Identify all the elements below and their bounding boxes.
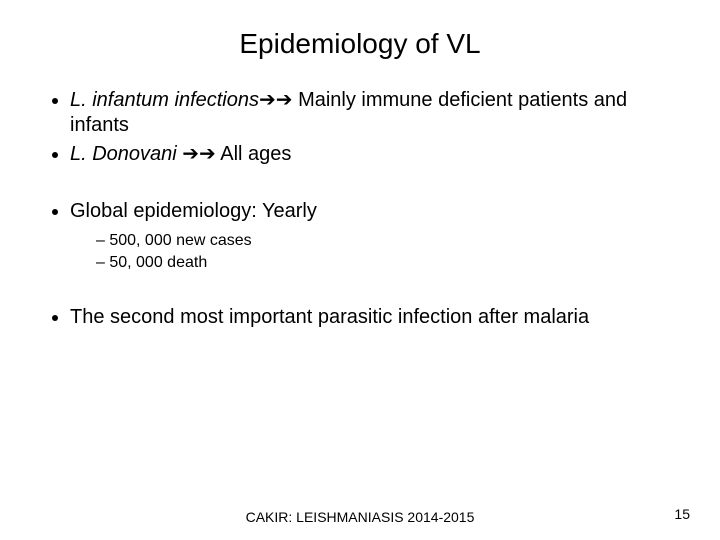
sub-bullet-item: 50, 000 death — [96, 252, 690, 274]
bullet-item: L. infantum infections➔➔ Mainly immune d… — [70, 88, 690, 138]
arrow-icon: ➔➔ — [259, 89, 293, 111]
bullet-text: Global epidemiology: Yearly — [70, 200, 317, 222]
bullet-italic-text: L. infantum infections — [70, 89, 259, 111]
sub-bullet-list: 500, 000 new cases 50, 000 death — [70, 230, 690, 273]
arrow-icon: ➔➔ — [182, 143, 216, 165]
sub-bullet-item: 500, 000 new cases — [96, 230, 690, 252]
slide-footer: CAKIR: LEISHMANIASIS 2014-2015 — [0, 509, 720, 526]
page-number: 15 — [674, 506, 690, 522]
spacer — [30, 171, 690, 199]
slide-title: Epidemiology of VL — [0, 0, 720, 68]
bullet-item: Global epidemiology: Yearly 500, 000 new… — [70, 199, 690, 273]
bullet-item: L. Donovani ➔➔ All ages — [70, 142, 690, 167]
slide: Epidemiology of VL L. infantum infection… — [0, 0, 720, 540]
bullet-item: The second most important parasitic infe… — [70, 305, 690, 330]
bullet-list: Global epidemiology: Yearly 500, 000 new… — [30, 199, 690, 273]
bullet-text: All ages — [216, 143, 292, 165]
bullet-italic-text: L. Donovani — [70, 143, 182, 165]
bullet-list: The second most important parasitic infe… — [30, 305, 690, 330]
bullet-list: L. infantum infections➔➔ Mainly immune d… — [30, 88, 690, 167]
footer-text: CAKIR: LEISHMANIASIS 2014-2015 — [246, 509, 475, 526]
spacer — [30, 277, 690, 305]
slide-body: L. infantum infections➔➔ Mainly immune d… — [0, 68, 720, 330]
